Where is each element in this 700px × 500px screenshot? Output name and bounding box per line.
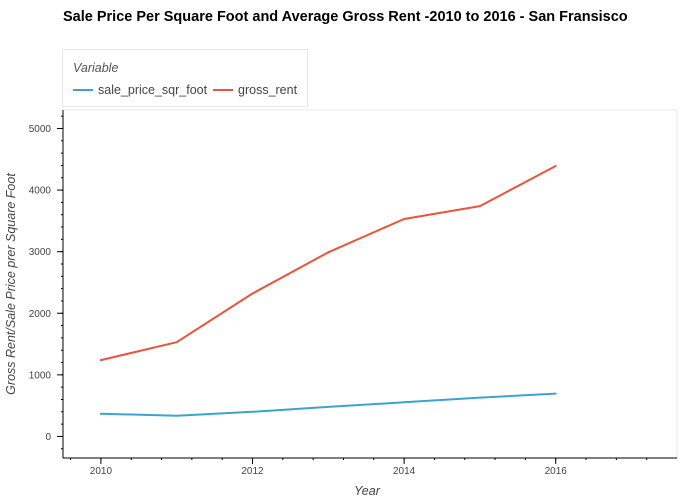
legend-title: Variable xyxy=(73,61,119,75)
legend-swatch-sale-price xyxy=(73,89,93,91)
legend-item-gross-rent[interactable]: gross_rent xyxy=(213,83,297,97)
legend-label-gross-rent: gross_rent xyxy=(238,83,298,97)
x-tick-label: 2016 xyxy=(545,466,568,477)
axes: 0 1000 2000 3000 4000 5000 2010 2012 2014 2016 xyxy=(29,110,677,477)
x-tick-label: 2012 xyxy=(241,466,264,477)
y-tick-label: 1000 xyxy=(29,370,52,381)
y-tick-label: 5000 xyxy=(29,124,52,135)
legend-label-sale-price: sale_price_sqr_foot xyxy=(98,83,208,97)
series-line-gross-rent xyxy=(99,165,557,362)
y-tick-label: 0 xyxy=(45,432,51,443)
series-lines xyxy=(99,165,557,417)
x-axis-label: Year xyxy=(354,484,381,498)
series-line-sale-price-sqr-foot xyxy=(99,392,557,417)
y-tick-label: 3000 xyxy=(29,247,52,258)
y-tick-label: 2000 xyxy=(29,309,52,320)
plot-area xyxy=(62,109,678,459)
x-tick-label: 2014 xyxy=(393,466,416,477)
legend: Variable sale_price_sqr_foot gross_rent xyxy=(62,49,308,107)
y-tick-label: 4000 xyxy=(29,186,52,197)
legend-item-sale-price[interactable]: sale_price_sqr_foot xyxy=(73,83,207,97)
x-tick-label: 2010 xyxy=(90,466,113,477)
y-axis-label: Gross Rent/Sale Price prer Square Foot xyxy=(4,173,18,395)
legend-swatch-gross-rent xyxy=(213,89,233,91)
chart-title: Sale Price Per Square Foot and Average G… xyxy=(63,9,628,25)
